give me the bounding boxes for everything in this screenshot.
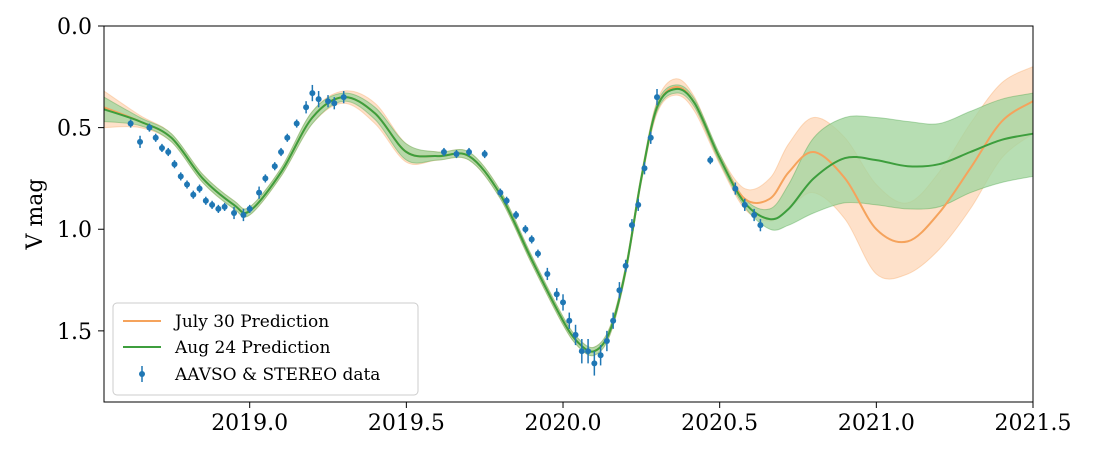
x-tick-label: 2019.5: [368, 411, 445, 436]
data-point: [262, 175, 269, 182]
plot-frame: [103, 25, 1034, 403]
data-point: [628, 222, 635, 229]
data-point: [603, 338, 610, 345]
legend-label-aug24: Aug 24 Prediction: [174, 338, 331, 358]
data-point: [137, 138, 144, 145]
legend: July 30 Prediction Aug 24 Prediction AAV…: [112, 302, 419, 396]
data-point: [622, 262, 629, 269]
legend-box: [112, 302, 419, 396]
data-point: [732, 185, 739, 192]
data-point: [440, 149, 447, 156]
x-tick-label: 2021.5: [995, 411, 1072, 436]
data-point: [503, 197, 510, 204]
y-tick-label: 1.5: [57, 320, 92, 345]
data-point: [209, 201, 216, 208]
data-point: [751, 212, 758, 219]
data-point: [453, 151, 460, 158]
data-point: [340, 94, 347, 101]
data-point: [528, 236, 535, 243]
x-tick-label: 2020.0: [525, 411, 602, 436]
data-point: [591, 360, 598, 367]
x-tick-label: 2019.0: [211, 411, 288, 436]
data-point: [544, 270, 551, 277]
data-point: [152, 134, 159, 141]
data-point: [177, 173, 184, 180]
observation-points: [127, 84, 764, 376]
data-point: [325, 98, 332, 105]
x-tick-label: 2020.5: [681, 411, 758, 436]
data-point: [647, 134, 654, 141]
data-point: [513, 212, 520, 219]
legend-label-july30: July 30 Prediction: [173, 312, 329, 332]
data-point: [284, 134, 291, 141]
data-point: [566, 317, 573, 324]
data-point: [585, 348, 592, 355]
data-point: [641, 165, 648, 172]
data-point: [553, 291, 560, 298]
data-point: [315, 96, 322, 103]
data-point: [240, 212, 247, 219]
y-axis-ticks: 0.0 0.5 1.0 1.5: [57, 15, 104, 345]
data-point: [707, 157, 714, 164]
data-point: [278, 149, 285, 156]
data-point: [560, 299, 567, 306]
data-point: [196, 185, 203, 192]
data-point: [184, 181, 191, 188]
data-point: [741, 201, 748, 208]
y-axis-label: V mag: [23, 179, 48, 251]
y-tick-label: 1.0: [57, 218, 92, 243]
data-point: [246, 205, 253, 212]
data-point: [616, 287, 623, 294]
data-point: [221, 203, 228, 210]
data-point: [481, 151, 488, 158]
data-point: [331, 100, 338, 107]
data-point: [534, 250, 541, 257]
data-point: [171, 161, 178, 168]
data-point: [466, 149, 473, 156]
data-point: [309, 90, 316, 97]
data-point: [190, 191, 197, 198]
data-point: [127, 120, 134, 127]
data-point: [635, 201, 642, 208]
x-tick-label: 2021.0: [838, 411, 915, 436]
data-point: [522, 226, 529, 233]
data-point: [271, 163, 278, 170]
data-point: [146, 124, 153, 131]
legend-marker: [139, 371, 145, 377]
data-point: [293, 120, 300, 127]
y-tick-label: 0.0: [57, 15, 92, 40]
data-point: [757, 222, 764, 229]
prediction-lines: [103, 85, 1034, 353]
data-point: [158, 144, 165, 151]
data-point: [165, 149, 172, 156]
data-point: [202, 197, 209, 204]
data-point: [597, 352, 604, 359]
legend-label-observations: AAVSO & STEREO data: [174, 365, 380, 385]
data-point: [497, 189, 504, 196]
data-point: [610, 317, 617, 324]
data-point: [256, 189, 263, 196]
legend-swatch-observations: [139, 366, 145, 382]
data-point: [578, 348, 585, 355]
y-tick-label: 0.5: [57, 117, 92, 142]
data-point: [215, 205, 222, 212]
data-point: [654, 94, 661, 101]
data-point: [572, 331, 579, 338]
x-axis-ticks: 2019.0 2019.5 2020.0 2020.5 2021.0 2021.5: [211, 402, 1071, 436]
line-aug24: [103, 87, 1034, 353]
data-point: [303, 104, 310, 111]
data-point: [231, 209, 238, 216]
